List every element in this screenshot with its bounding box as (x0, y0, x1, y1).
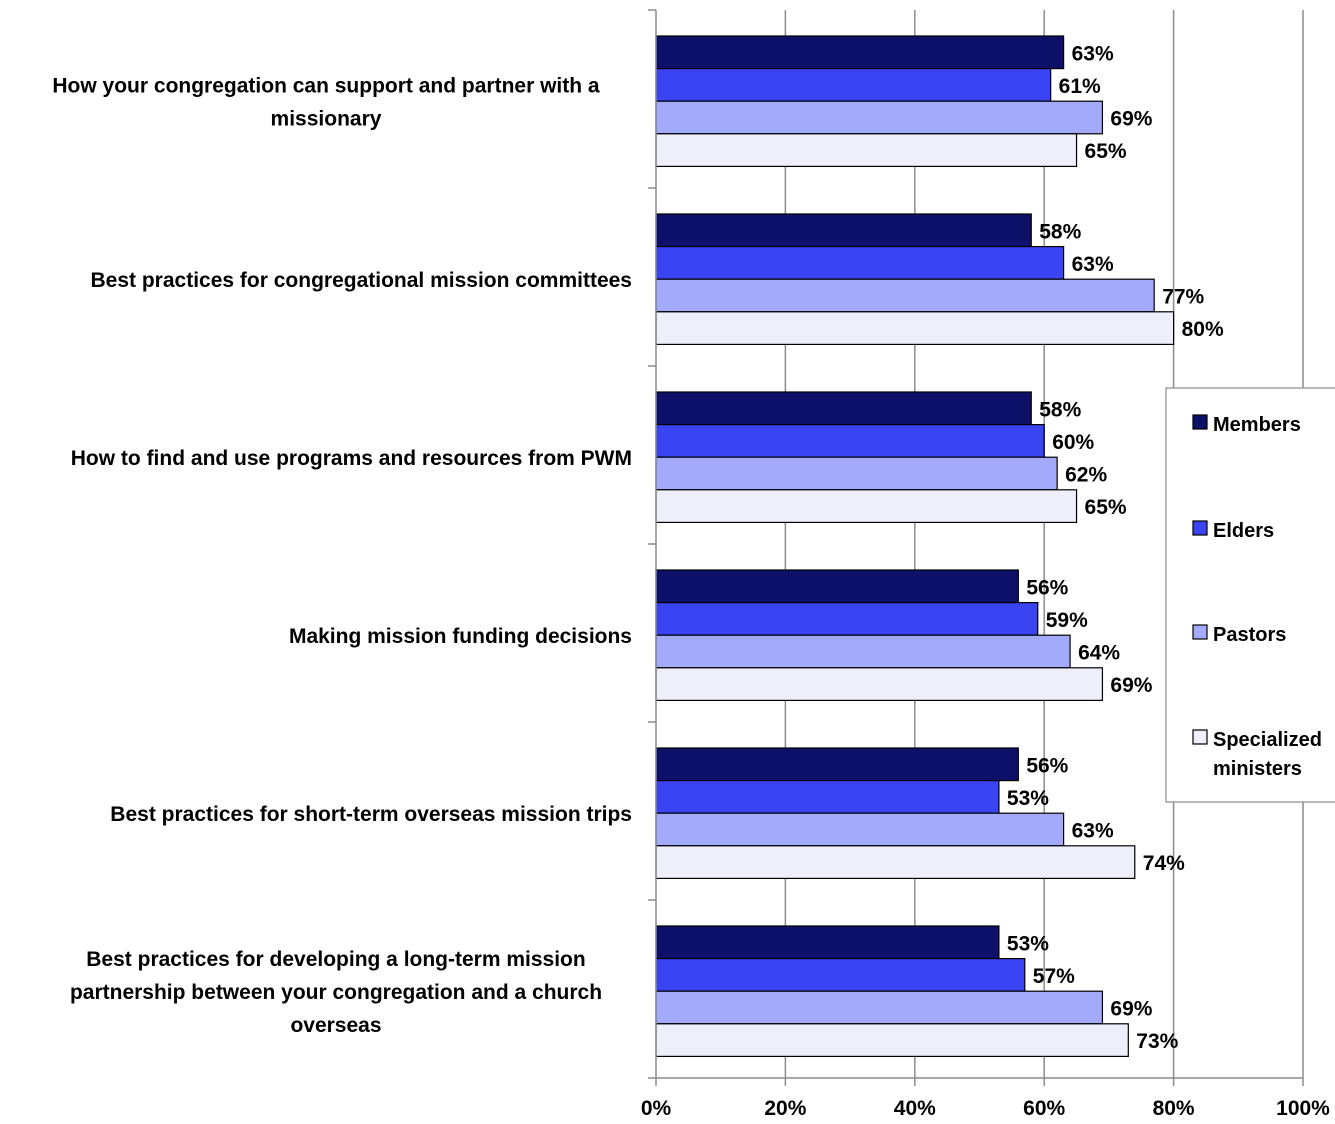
x-tick-label: 80% (1153, 1097, 1195, 1120)
bar (655, 667, 1104, 701)
value-labels: 63% 61% 69% 65% 58% 63% 77% 80% 58% 60% 62% 65% 56% 5… (1007, 42, 1224, 1053)
data-label: 65% (1085, 496, 1127, 519)
bar (655, 747, 1019, 782)
category-label: Best practices for short-term overseas m… (110, 803, 632, 826)
bar (655, 1023, 1129, 1057)
data-label: 73% (1136, 1030, 1178, 1053)
bar (655, 812, 1065, 847)
bar (655, 278, 1155, 313)
bar (655, 213, 1032, 248)
bar (655, 311, 1175, 345)
category-label: missionary (271, 108, 382, 131)
bar (655, 100, 1104, 135)
bar (655, 489, 1078, 523)
data-label: 60% (1052, 431, 1094, 454)
category-label: Best practices for developing a long-ter… (86, 948, 585, 971)
bar (655, 133, 1078, 168)
data-label: 63% (1072, 42, 1114, 65)
data-label: 56% (1026, 754, 1068, 777)
bar (655, 990, 1104, 1025)
bar (655, 35, 1065, 70)
bars (655, 35, 1175, 1057)
bar (655, 391, 1032, 426)
category-label: How your congregation can support and pa… (52, 75, 600, 98)
legend-label: Pastors (1213, 624, 1286, 646)
bar (655, 456, 1058, 491)
data-label: 58% (1039, 398, 1081, 421)
legend-swatch (1192, 414, 1208, 430)
bar (655, 957, 1026, 992)
category-label: partnership between your congregation an… (70, 981, 602, 1004)
bar (655, 67, 1052, 102)
x-tick-label: 0% (641, 1097, 672, 1120)
data-label: 69% (1110, 108, 1152, 131)
data-label: 58% (1039, 220, 1081, 243)
bar (655, 601, 1039, 636)
data-label: 61% (1059, 75, 1101, 98)
bar (655, 845, 1136, 879)
bar (655, 779, 1000, 814)
category-label: Best practices for congregational missio… (91, 269, 633, 292)
legend-label: Members (1213, 414, 1301, 436)
bar (655, 424, 1045, 458)
data-label: 74% (1143, 852, 1185, 875)
legend-swatch (1192, 729, 1208, 745)
legend-label: Elders (1213, 520, 1274, 542)
data-label: 53% (1007, 932, 1049, 955)
data-label: 77% (1162, 286, 1204, 309)
data-label: 69% (1110, 674, 1152, 697)
bar (655, 634, 1071, 669)
data-label: 53% (1007, 787, 1049, 810)
legend-label: Specialized (1213, 729, 1322, 751)
category-label: overseas (290, 1014, 381, 1037)
data-label: 80% (1182, 318, 1224, 341)
axes (648, 9, 1304, 1086)
x-tick-label: 20% (764, 1097, 806, 1120)
data-label: 63% (1072, 820, 1114, 843)
data-label: 59% (1046, 609, 1088, 632)
category-labels: How your congregation can support and pa… (52, 75, 632, 1037)
legend-swatch (1192, 624, 1208, 640)
bar (655, 246, 1065, 280)
category-label: Making mission funding decisions (289, 625, 632, 648)
legend-swatch (1192, 520, 1208, 536)
legend: Members Elders Pastors Specialized ministers (1165, 387, 1335, 803)
bar (655, 569, 1019, 604)
data-label: 63% (1072, 253, 1114, 276)
data-label: 56% (1026, 576, 1068, 599)
bar (655, 925, 1000, 960)
x-tick-label: 60% (1023, 1097, 1065, 1120)
x-tick-label: 40% (894, 1097, 936, 1120)
x-tick-label: 100% (1276, 1097, 1330, 1120)
legend-label: ministers (1213, 758, 1302, 780)
data-label: 64% (1078, 642, 1120, 665)
data-label: 62% (1065, 464, 1107, 487)
tick-labels: 0% 20% 40% 60% 80% 100% (641, 1097, 1330, 1120)
category-label: How to find and use programs and resourc… (71, 447, 632, 470)
data-label: 57% (1033, 965, 1075, 988)
data-label: 65% (1085, 140, 1127, 163)
data-label: 69% (1110, 998, 1152, 1021)
